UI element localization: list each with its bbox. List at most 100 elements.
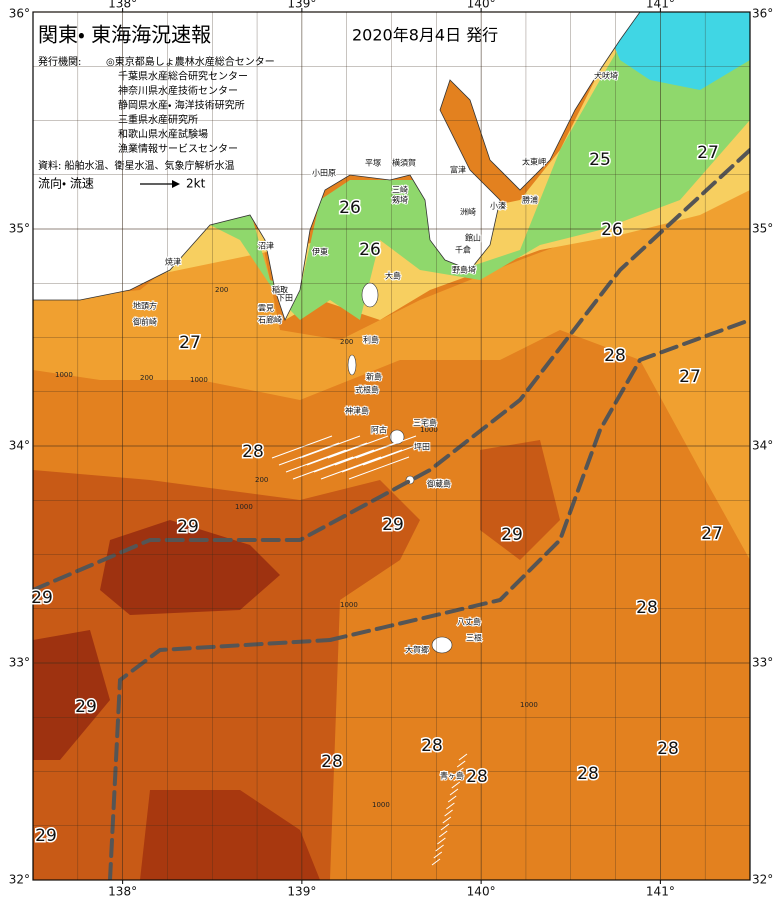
kuroshio-line (328, 318, 750, 642)
warmest-water (140, 790, 320, 880)
lat-label: 33° (752, 656, 773, 670)
place-name: 神津島 (345, 406, 369, 416)
temperature-label: 29 (31, 588, 53, 608)
current-vector (435, 844, 444, 852)
depth-label: 1000 (520, 701, 538, 709)
current-vector (455, 767, 464, 775)
place-name: 大賀郷 (405, 645, 429, 655)
temperature-label: 27 (679, 367, 701, 387)
depth-label: 1000 (420, 426, 438, 434)
lat-label: 36° (9, 7, 30, 21)
lon-label: 138° (108, 885, 137, 899)
current-vector (341, 449, 403, 473)
temperature-label: 28 (421, 736, 443, 756)
place-name: 三根 (466, 633, 482, 643)
current-vector (433, 851, 443, 859)
current-vector (449, 788, 459, 796)
issuer: 静岡県水産・ 海洋技術研究所 (118, 99, 245, 112)
current-vector (348, 456, 410, 480)
temperature-label: 28 (604, 346, 626, 366)
place-name: 御蔵島 (427, 479, 451, 489)
place-name: 富津 (450, 165, 466, 175)
temperature-label: 26 (601, 220, 623, 240)
current-vector (446, 802, 455, 810)
place-name: 地頭方 (133, 301, 157, 311)
place-name: 洲崎 (460, 207, 476, 217)
place-name: 下田 (277, 294, 293, 303)
current-vector (438, 830, 448, 838)
depth-label: 1000 (235, 503, 253, 511)
place-name: 横須賀 (392, 158, 416, 168)
issuer: 漁業情報サービスセンター (118, 142, 238, 155)
temperature-label: 29 (382, 515, 404, 535)
place-name: 大島 (385, 271, 401, 281)
island (431, 636, 453, 654)
issuer: 和歌山県水産試験場 (118, 128, 208, 141)
current-vectors (271, 435, 468, 866)
temperature-label: 29 (35, 826, 57, 846)
place-name: 坪田 (414, 443, 430, 452)
lat-label: 32° (752, 873, 773, 887)
current-vector (278, 442, 340, 466)
kuroshio-line (33, 148, 750, 592)
place-name: 八丈島 (457, 617, 481, 627)
cold-current (600, 12, 750, 90)
temperature-label: 28 (636, 598, 658, 618)
place-name: 三崎 (392, 185, 408, 195)
current-vector (299, 435, 361, 459)
temperature-label: 25 (589, 150, 611, 170)
temperature-label: 27 (697, 143, 719, 163)
lat-label: 33° (9, 656, 30, 670)
lon-label: 141° (646, 885, 675, 899)
kuroshio-line (108, 638, 332, 880)
current-vector (306, 442, 368, 466)
place-name: 太東岬 (522, 157, 546, 167)
issuer: 三重県水産研究所 (118, 113, 198, 126)
temperature-label: 26 (339, 198, 361, 218)
current-vector (362, 442, 424, 466)
temperature-label: 29 (75, 697, 97, 717)
temperature-label: 27 (701, 524, 723, 544)
current-vector (355, 435, 417, 459)
lon-label: 138° (108, 0, 137, 11)
current-vector (447, 795, 457, 803)
place-name: 平塚 (365, 159, 381, 168)
depth-label: 200 (215, 286, 228, 294)
lon-label: 140° (467, 885, 496, 899)
place-name: 青ヶ島 (440, 771, 464, 781)
place-name: 御前崎 (133, 317, 157, 327)
place-name: 利島 (363, 335, 379, 345)
depth-label: 200 (255, 476, 268, 484)
header: 関東・ 東海海況速報 2020年8月4日 発行 発行機関: ◎東京都島しょ農林水… (38, 23, 498, 191)
current-vector (437, 837, 446, 845)
temperature-label: 28 (657, 739, 679, 759)
depth-label: 1000 (340, 601, 358, 609)
place-name: 新島 (366, 372, 382, 382)
current-vector (451, 781, 461, 789)
place-name: 雲見 (258, 304, 274, 313)
sources: 資料: 船舶水温、衛星水温、気象庁解析水温 (38, 159, 235, 172)
depth-label: 1000 (55, 371, 73, 379)
temperature-label: 28 (466, 767, 488, 787)
lon-label: 140° (467, 0, 496, 11)
place-name: 焼津 (165, 257, 181, 267)
lon-label: 141° (646, 0, 675, 11)
depth-label: 200 (140, 374, 153, 382)
place-name: 三宅島 (413, 418, 437, 428)
current-vector (444, 809, 453, 817)
issue-date: 2020年8月4日 発行 (352, 26, 498, 45)
place-name: 野島埼 (452, 265, 476, 275)
place-name: 剱埼 (392, 195, 408, 205)
island (361, 282, 379, 308)
depth-label: 200 (340, 338, 353, 346)
legend-arrow-head (172, 180, 180, 188)
place-name: 石廊崎 (258, 315, 282, 325)
place-name: 沼津 (258, 241, 274, 251)
place-name: 犬吠埼 (594, 71, 618, 81)
place-name: 阿古 (371, 425, 387, 435)
legend-speed: 2kt (186, 177, 206, 191)
place-name: 館山 (465, 233, 481, 243)
